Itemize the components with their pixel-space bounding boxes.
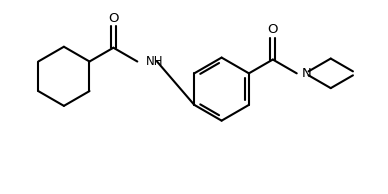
- Text: NH: NH: [146, 55, 164, 68]
- Text: O: O: [268, 23, 278, 36]
- Text: O: O: [108, 12, 119, 25]
- Text: N: N: [301, 67, 312, 80]
